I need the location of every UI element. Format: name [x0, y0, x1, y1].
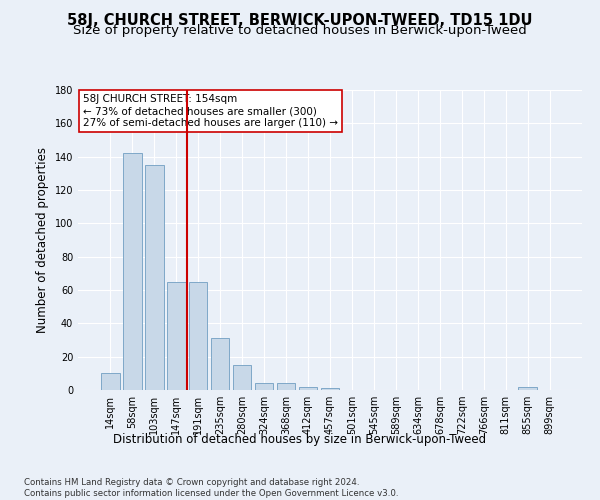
Bar [277, 384, 295, 390]
Y-axis label: Number of detached properties: Number of detached properties [36, 147, 49, 333]
Bar [167, 282, 185, 390]
Text: 58J, CHURCH STREET, BERWICK-UPON-TWEED, TD15 1DU: 58J, CHURCH STREET, BERWICK-UPON-TWEED, … [67, 12, 533, 28]
Bar [255, 384, 274, 390]
Text: Size of property relative to detached houses in Berwick-upon-Tweed: Size of property relative to detached ho… [73, 24, 527, 37]
Bar [299, 386, 317, 390]
Bar [123, 154, 142, 390]
Bar [189, 282, 208, 390]
Text: Distribution of detached houses by size in Berwick-upon-Tweed: Distribution of detached houses by size … [113, 432, 487, 446]
Bar [145, 165, 164, 390]
Bar [233, 365, 251, 390]
Bar [101, 374, 119, 390]
Bar [211, 338, 229, 390]
Text: Contains HM Land Registry data © Crown copyright and database right 2024.
Contai: Contains HM Land Registry data © Crown c… [24, 478, 398, 498]
Bar [518, 386, 537, 390]
Text: 58J CHURCH STREET: 154sqm
← 73% of detached houses are smaller (300)
27% of semi: 58J CHURCH STREET: 154sqm ← 73% of detac… [83, 94, 338, 128]
Bar [320, 388, 340, 390]
